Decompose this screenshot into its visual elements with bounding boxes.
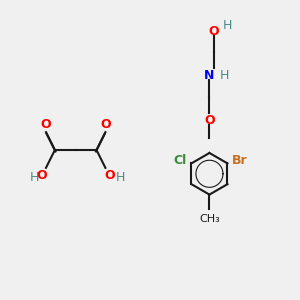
Text: O: O bbox=[208, 25, 219, 38]
Text: Br: Br bbox=[232, 154, 248, 167]
Text: O: O bbox=[204, 114, 215, 127]
Text: O: O bbox=[36, 169, 47, 182]
Text: N: N bbox=[204, 69, 214, 82]
Text: H: H bbox=[223, 19, 232, 32]
Text: H: H bbox=[29, 171, 39, 184]
Text: O: O bbox=[100, 118, 111, 131]
Text: O: O bbox=[41, 118, 51, 131]
Text: CH₃: CH₃ bbox=[199, 214, 220, 224]
Text: Cl: Cl bbox=[174, 154, 187, 167]
Text: H: H bbox=[220, 69, 229, 82]
Text: H: H bbox=[116, 171, 125, 184]
Text: O: O bbox=[105, 169, 115, 182]
